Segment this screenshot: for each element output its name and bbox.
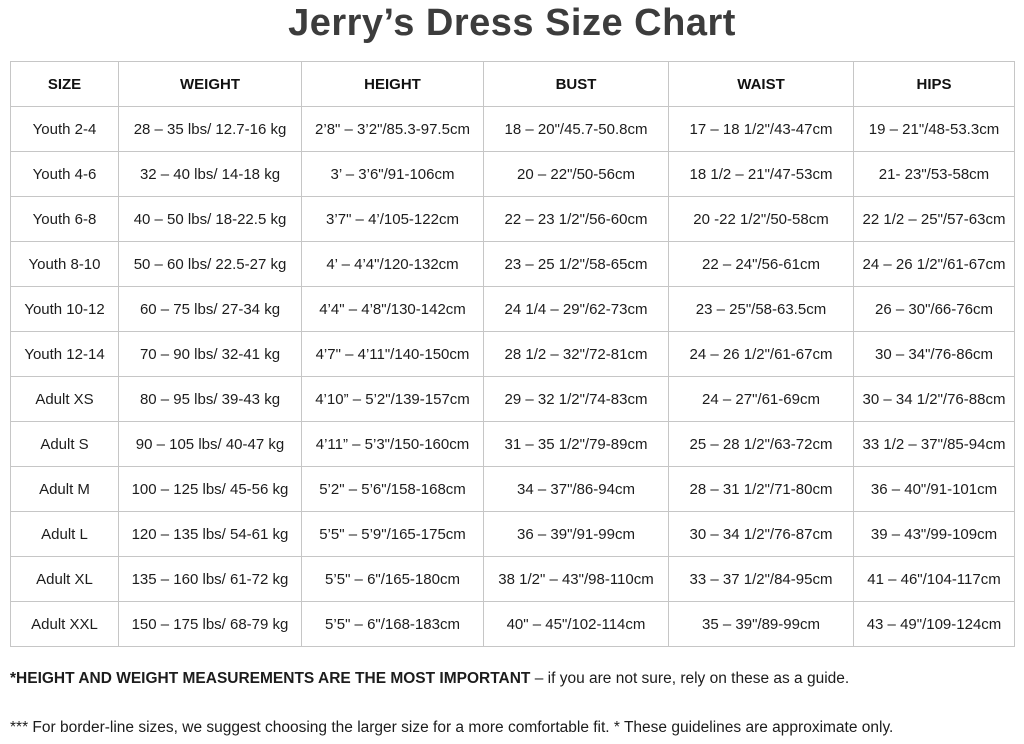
note-height-weight: *HEIGHT AND WEIGHT MEASUREMENTS ARE THE …	[10, 670, 1010, 688]
table-cell: 2’8" – 3’2"/85.3-97.5cm	[301, 106, 484, 152]
table-cell: Adult XXL	[10, 601, 119, 647]
table-cell: 22 – 24"/56-61cm	[668, 241, 854, 287]
note-bold-text: *HEIGHT AND WEIGHT MEASUREMENTS ARE THE …	[10, 670, 531, 687]
table-header-row: SIZE WEIGHT HEIGHT BUST WAIST HIPS	[10, 61, 1015, 107]
table-cell: 24 1/4 – 29"/62-73cm	[483, 286, 669, 332]
table-cell: 34 – 37"/86-94cm	[483, 466, 669, 512]
table-cell: 28 1/2 – 32"/72-81cm	[483, 331, 669, 377]
table-cell: 33 – 37 1/2"/84-95cm	[668, 556, 854, 602]
table-cell: 28 – 35 lbs/ 12.7-16 kg	[118, 106, 302, 152]
note-regular-text: – if you are not sure, rely on these as …	[530, 670, 850, 687]
table-cell: 120 – 135 lbs/ 54-61 kg	[118, 511, 302, 557]
table-row: Youth 10-12 60 – 75 lbs/ 27-34 kg 4’4" – 4…	[10, 286, 1015, 332]
table-cell: 19 – 21"/48-53.3cm	[853, 106, 1015, 152]
table-cell: 18 1/2 – 21"/47-53cm	[668, 151, 854, 197]
table-cell: Adult XS	[10, 376, 119, 422]
column-header: BUST	[483, 61, 669, 107]
table-cell: 90 – 105 lbs/ 40-47 kg	[118, 421, 302, 467]
table-cell: 23 – 25 1/2"/58-65cm	[483, 241, 669, 287]
column-header: WEIGHT	[118, 61, 302, 107]
table-cell: 20 – 22"/50-56cm	[483, 151, 669, 197]
table-cell: 39 – 43"/99-109cm	[853, 511, 1015, 557]
table-cell: 31 – 35 1/2"/79-89cm	[483, 421, 669, 467]
table-cell: 29 – 32 1/2"/74-83cm	[483, 376, 669, 422]
table-cell: Youth 4-6	[10, 151, 119, 197]
table-cell: 3’7" – 4’/105-122cm	[301, 196, 484, 242]
table-cell: Adult L	[10, 511, 119, 557]
table-cell: 4’7" – 4’11"/140-150cm	[301, 331, 484, 377]
table-cell: 30 – 34 1/2"/76-88cm	[853, 376, 1015, 422]
note-borderline-sizes: *** For border-line sizes, we suggest ch…	[10, 719, 894, 736]
table-cell: 5’5" – 5’9"/165-175cm	[301, 511, 484, 557]
table-cell: 100 – 125 lbs/ 45-56 kg	[118, 466, 302, 512]
table-row: Adult L 120 – 135 lbs/ 54-61 kg 5’5" – 5’9…	[10, 511, 1015, 557]
table-cell: 21- 23"/53-58cm	[853, 151, 1015, 197]
table-cell: 35 – 39"/89-99cm	[668, 601, 854, 647]
table-cell: 36 – 40"/91-101cm	[853, 466, 1015, 512]
table-cell: 20 -22 1/2"/50-58cm	[668, 196, 854, 242]
table-row: Adult XS 80 – 95 lbs/ 39-43 kg 4’10” – 5’2…	[10, 376, 1015, 422]
table-row: Adult XXL 150 – 175 lbs/ 68-79 kg 5’5" – 6…	[10, 601, 1015, 647]
table-cell: 25 – 28 1/2"/63-72cm	[668, 421, 854, 467]
table-cell: 5’2" – 5’6"/158-168cm	[301, 466, 484, 512]
table-cell: Youth 2-4	[10, 106, 119, 152]
table-cell: 60 – 75 lbs/ 27-34 kg	[118, 286, 302, 332]
table-cell: 38 1/2" – 43"/98-110cm	[483, 556, 669, 602]
column-header: HIPS	[853, 61, 1015, 107]
table-cell: 41 – 46"/104-117cm	[853, 556, 1015, 602]
table-cell: 4’ – 4’4"/120-132cm	[301, 241, 484, 287]
table-cell: 26 – 30"/66-76cm	[853, 286, 1015, 332]
table-cell: Adult M	[10, 466, 119, 512]
table-cell: 70 – 90 lbs/ 32-41 kg	[118, 331, 302, 377]
table-cell: 18 – 20"/45.7-50.8cm	[483, 106, 669, 152]
table-cell: 80 – 95 lbs/ 39-43 kg	[118, 376, 302, 422]
table-cell: 24 – 26 1/2"/61-67cm	[853, 241, 1015, 287]
table-cell: Youth 6-8	[10, 196, 119, 242]
table-row: Adult S 90 – 105 lbs/ 40-47 kg 4’11” – 5’3…	[10, 421, 1015, 467]
table-cell: 50 – 60 lbs/ 22.5-27 kg	[118, 241, 302, 287]
table-row: Youth 6-8 40 – 50 lbs/ 18-22.5 kg 3’7" – 4…	[10, 196, 1015, 242]
table-cell: 40 – 50 lbs/ 18-22.5 kg	[118, 196, 302, 242]
table-cell: Youth 8-10	[10, 241, 119, 287]
table-row: Youth 12-14 70 – 90 lbs/ 32-41 kg 4’7" – 4…	[10, 331, 1015, 377]
table-cell: 5’5" – 6"/168-183cm	[301, 601, 484, 647]
table-cell: 23 – 25"/58-63.5cm	[668, 286, 854, 332]
size-chart-table: SIZE WEIGHT HEIGHT BUST WAIST HIPS Youth 2-4 2…	[10, 61, 1015, 647]
table-cell: Youth 10-12	[10, 286, 119, 332]
table-cell: Adult S	[10, 421, 119, 467]
table-cell: 24 – 26 1/2"/61-67cm	[668, 331, 854, 377]
table-cell: 135 – 160 lbs/ 61-72 kg	[118, 556, 302, 602]
table-cell: 32 – 40 lbs/ 14-18 kg	[118, 151, 302, 197]
table-cell: 4’11” – 5’3"/150-160cm	[301, 421, 484, 467]
table-row: Youth 2-4 28 – 35 lbs/ 12.7-16 kg 2’8" – 3…	[10, 106, 1015, 152]
table-cell: 30 – 34 1/2"/76-87cm	[668, 511, 854, 557]
table-cell: 4’10” – 5’2"/139-157cm	[301, 376, 484, 422]
table-cell: 28 – 31 1/2"/71-80cm	[668, 466, 854, 512]
table-cell: 150 – 175 lbs/ 68-79 kg	[118, 601, 302, 647]
table-cell: 24 – 27"/61-69cm	[668, 376, 854, 422]
column-header: SIZE	[10, 61, 119, 107]
table-cell: 22 – 23 1/2"/56-60cm	[483, 196, 669, 242]
table-cell: Adult XL	[10, 556, 119, 602]
column-header: HEIGHT	[301, 61, 484, 107]
table-cell: Youth 12-14	[10, 331, 119, 377]
table-cell: 5’5" – 6"/165-180cm	[301, 556, 484, 602]
column-header: WAIST	[668, 61, 854, 107]
table-cell: 17 – 18 1/2"/43-47cm	[668, 106, 854, 152]
table-cell: 43 – 49"/109-124cm	[853, 601, 1015, 647]
table-row: Youth 8-10 50 – 60 lbs/ 22.5-27 kg 4’ – 4’…	[10, 241, 1015, 287]
table-cell: 33 1/2 – 37"/85-94cm	[853, 421, 1015, 467]
table-row: Adult XL 135 – 160 lbs/ 61-72 kg 5’5" – 6"…	[10, 556, 1015, 602]
table-row: Youth 4-6 32 – 40 lbs/ 14-18 kg 3’ – 3’6"/…	[10, 151, 1015, 197]
table-cell: 22 1/2 – 25"/57-63cm	[853, 196, 1015, 242]
page-title: Jerry’s Dress Size Chart	[288, 2, 736, 44]
table-cell: 3’ – 3’6"/91-106cm	[301, 151, 484, 197]
table-cell: 30 – 34"/76-86cm	[853, 331, 1015, 377]
table-cell: 36 – 39"/91-99cm	[483, 511, 669, 557]
table-cell: 4’4" – 4’8"/130-142cm	[301, 286, 484, 332]
table-row: Adult M 100 – 125 lbs/ 45-56 kg 5’2" – 5’6…	[10, 466, 1015, 512]
table-cell: 40" – 45"/102-114cm	[483, 601, 669, 647]
